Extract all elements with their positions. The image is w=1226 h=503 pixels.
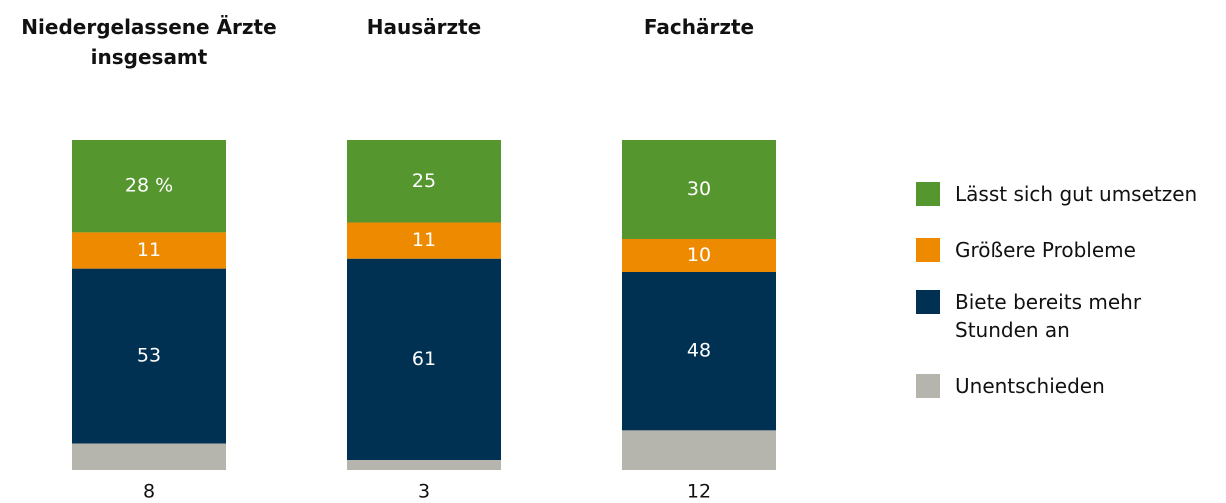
legend-label: Biete bereits mehr Stunden an [955, 290, 1142, 342]
legend-swatch [916, 374, 940, 398]
legend-swatch [916, 290, 940, 314]
bar-segment [347, 222, 501, 259]
legend: Lässt sich gut umsetzen Größere Probleme B… [916, 180, 1197, 400]
bar-segment [72, 140, 226, 233]
legend-label: Lässt sich gut umsetzen [955, 182, 1198, 206]
value-label: 11 [137, 239, 161, 261]
value-label: 53 [137, 345, 161, 367]
value-label: 8 [143, 481, 155, 503]
value-label: 61 [412, 348, 436, 370]
bar-segment [72, 443, 226, 470]
bar-segment [72, 268, 226, 444]
bar-segment [347, 258, 501, 461]
legend-item: Biete bereits mehr Stunden an [916, 288, 1197, 344]
value-label: 12 [687, 481, 711, 503]
bar-segment [72, 232, 226, 269]
bar-segment [622, 239, 776, 272]
bar-segment [622, 272, 776, 431]
category-title: Niedergelassene Ärzte insgesamt [21, 15, 277, 69]
value-label: 48 [687, 340, 711, 362]
value-label: 25 [412, 170, 436, 192]
value-label: 28 % [125, 175, 173, 197]
bar-segment [347, 140, 501, 223]
value-label: 11 [412, 229, 436, 251]
category-title: Fachärzte [643, 15, 755, 39]
bar-segment [622, 430, 776, 470]
value-label: 3 [418, 481, 430, 503]
value-label: 30 [687, 178, 711, 200]
category-title: Hausärzte [366, 15, 482, 39]
legend-label: Unentschieden [955, 374, 1105, 398]
value-label: 10 [687, 244, 711, 266]
legend-item: Unentschieden [916, 372, 1197, 400]
bar-segment [347, 460, 501, 470]
bar-segment [622, 140, 776, 239]
legend-item: Lässt sich gut umsetzen [916, 180, 1197, 208]
legend-swatch [916, 238, 940, 262]
legend-swatch [916, 182, 940, 206]
legend-label: Größere Probleme [955, 238, 1136, 262]
legend-item: Größere Probleme [916, 236, 1197, 264]
